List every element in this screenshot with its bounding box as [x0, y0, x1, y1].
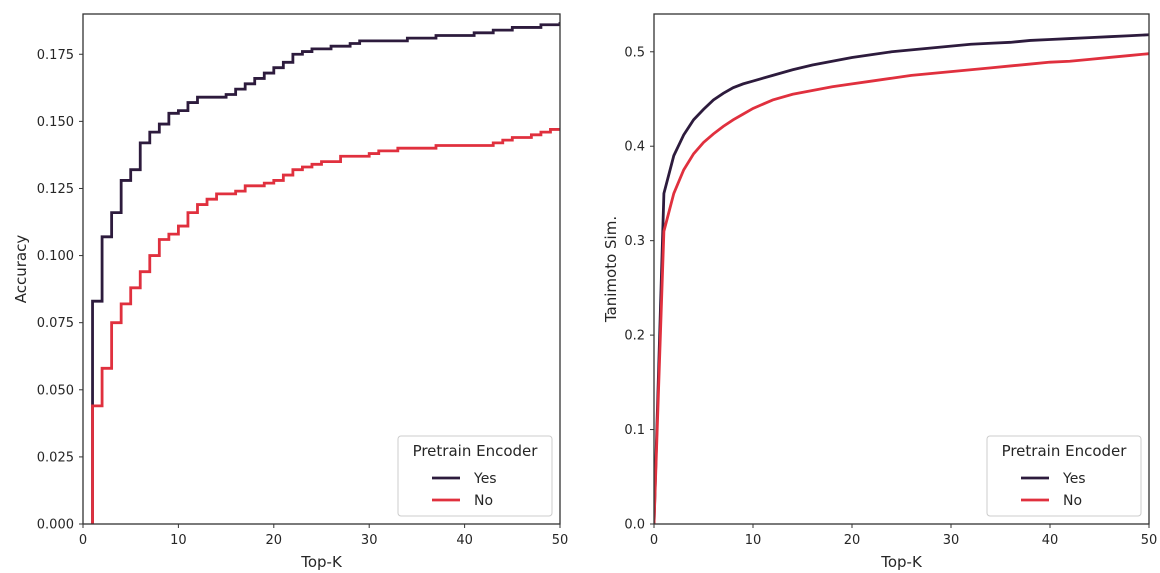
- y-tick-label: 0.4: [624, 140, 645, 155]
- y-tick-label: 0.150: [37, 115, 74, 130]
- series-line-no: [654, 52, 1149, 524]
- y-tick-label: 0.0: [624, 518, 645, 533]
- y-tick-label: 0.125: [37, 182, 74, 197]
- y-tick-label: 0.5: [624, 45, 645, 60]
- x-axis-label: Top-K: [880, 553, 923, 571]
- legend-label-yes: Yes: [1062, 471, 1086, 487]
- series-line-yes: [91, 22, 560, 524]
- y-axis-label: Tanimoto Sim.: [602, 216, 620, 323]
- legend-label-no: No: [474, 493, 493, 509]
- series-line-no: [91, 128, 560, 524]
- legend: Pretrain Encoder Yes No: [986, 435, 1142, 517]
- y-tick-label: 0.2: [624, 329, 645, 344]
- y-tick-label: 0.050: [37, 383, 74, 398]
- tanimoto-chart-panel: 0.0 0.1 0.2 0.3 0.4 0.5 0 10 20 30 40 50 Top-K Tanimo…: [602, 13, 1158, 571]
- x-tick-label: 20: [266, 533, 283, 548]
- x-tick-label: 50: [1141, 533, 1158, 548]
- x-tick-label: 0: [79, 533, 87, 548]
- series-line-yes: [654, 33, 1149, 524]
- legend: Pretrain Encoder Yes No: [397, 435, 553, 517]
- y-tick-label: 0.175: [37, 48, 74, 63]
- y-axis-label: Accuracy: [12, 235, 30, 304]
- x-tick-label: 20: [844, 533, 861, 548]
- y-tick-label: 0.1: [624, 423, 645, 438]
- legend-title: Pretrain Encoder: [1002, 442, 1128, 460]
- x-tick-label: 40: [1042, 533, 1059, 548]
- legend-title: Pretrain Encoder: [413, 442, 539, 460]
- legend-label-yes: Yes: [473, 471, 497, 487]
- x-tick-label: 40: [456, 533, 473, 548]
- y-tick-label: 0.025: [37, 450, 74, 465]
- y-tick-label: 0.3: [624, 234, 645, 249]
- accuracy-chart-panel: 0.000 0.025 0.050 0.075 0.100 0.125 0.150 0.175…: [12, 13, 569, 571]
- legend-label-no: No: [1063, 493, 1082, 509]
- y-tick-label: 0.100: [37, 249, 74, 264]
- x-tick-label: 30: [943, 533, 960, 548]
- plot-area-frame: [82, 13, 561, 525]
- x-tick-label: 10: [745, 533, 762, 548]
- x-tick-label: 30: [361, 533, 378, 548]
- x-tick-label: 10: [170, 533, 187, 548]
- y-tick-label: 0.075: [37, 316, 74, 331]
- x-tick-label: 50: [552, 533, 569, 548]
- x-tick-label: 0: [650, 533, 658, 548]
- x-axis-label: Top-K: [300, 553, 343, 571]
- y-tick-label: 0.000: [37, 518, 74, 533]
- plot-area-frame: [653, 13, 1150, 525]
